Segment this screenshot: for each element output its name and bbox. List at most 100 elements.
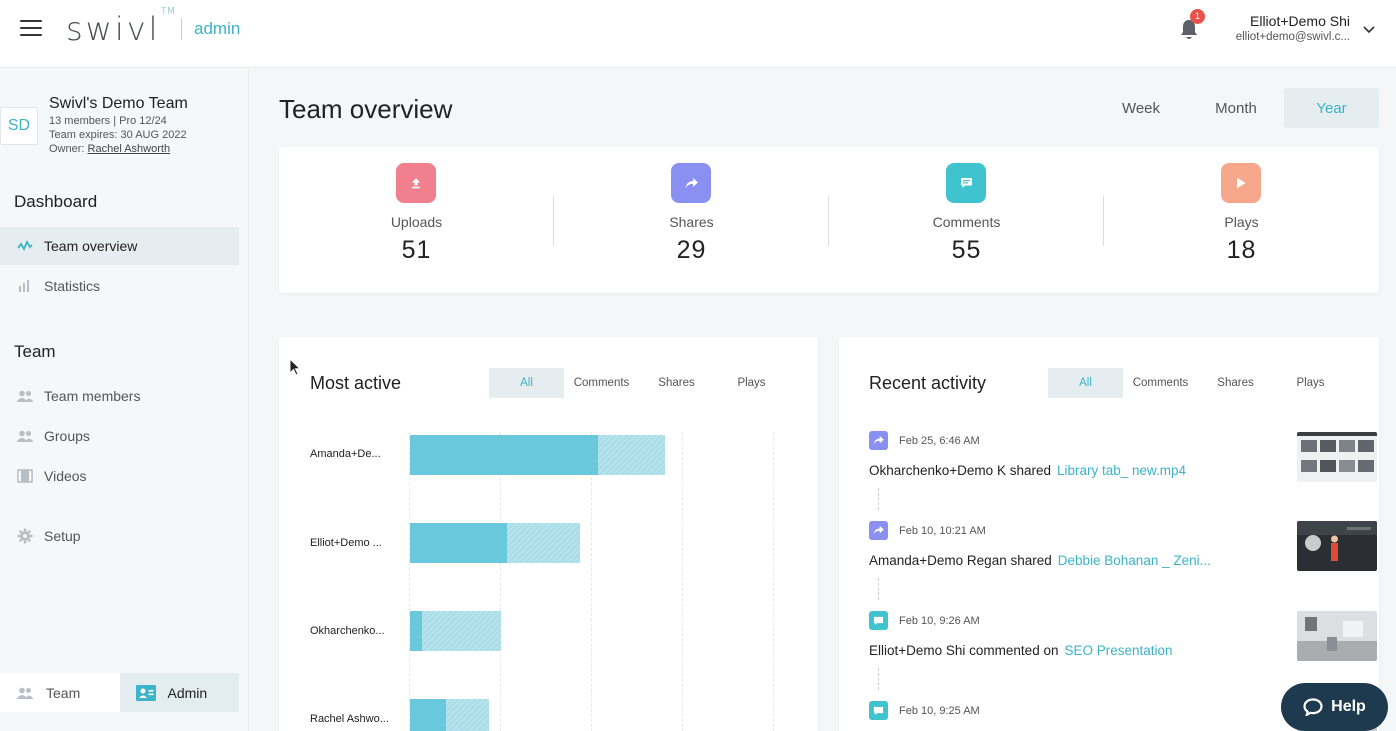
- bar-chart-icon: [16, 278, 34, 294]
- grid-line: [773, 432, 774, 731]
- most-active-panel: Most active All Comments Shares Plays Am…: [279, 337, 818, 731]
- sidebar-item-label: Groups: [44, 428, 90, 444]
- bar-user-name: Rachel Ashwo...: [310, 713, 389, 725]
- filter-shares-tab[interactable]: Shares: [658, 377, 695, 389]
- activity-text: Amanda+Demo Regan shared Debbie Bohanan _…: [869, 553, 1211, 568]
- admin-role-label: Admin: [167, 684, 208, 701]
- admin-label: admin: [194, 19, 241, 38]
- gear-icon: [16, 528, 34, 544]
- video-thumbnail[interactable]: [1297, 611, 1377, 661]
- bar-secondary[interactable]: [422, 611, 501, 651]
- upload-icon: [396, 163, 436, 203]
- activity-time: Feb 10, 10:21 AM: [899, 525, 986, 537]
- top-header: swivlTM admin 1 Elliot+Demo Shi elliot+d…: [0, 0, 1396, 68]
- owner-link[interactable]: Rachel Ashworth: [87, 143, 171, 155]
- sidebar-item-videos[interactable]: Videos: [0, 457, 239, 495]
- share-icon: [869, 431, 888, 450]
- chevron-down-icon[interactable]: [1362, 24, 1376, 36]
- activity-time: Feb 10, 9:26 AM: [899, 615, 980, 627]
- filter-plays-tab[interactable]: Plays: [737, 377, 766, 389]
- role-switcher: Team Admin: [0, 673, 239, 712]
- sidebar-item-team-overview[interactable]: Team overview: [0, 227, 239, 265]
- sidebar-item-label: Setup: [44, 528, 81, 544]
- sidebar-item-label: Team overview: [44, 238, 138, 254]
- activity-time: Feb 25, 6:46 AM: [899, 435, 980, 447]
- sidebar-item-setup[interactable]: Setup: [0, 517, 239, 555]
- team-heading: Team: [14, 342, 56, 361]
- stat-divider: [1103, 196, 1104, 246]
- filter-shares-tab[interactable]: Shares: [1217, 377, 1254, 389]
- share-icon: [869, 521, 888, 540]
- activity-video-link[interactable]: Debbie Bohanan _ Zeni...: [1057, 553, 1211, 568]
- sidebar-item-team-members[interactable]: Team members: [0, 377, 239, 415]
- grid-line: [591, 432, 592, 731]
- team-name: Swivl's Demo Team: [49, 95, 188, 112]
- bar-secondary[interactable]: [446, 699, 489, 731]
- sidebar-item-statistics[interactable]: Statistics: [0, 267, 239, 305]
- notification-badge: 1: [1190, 9, 1205, 24]
- admin-role-tab[interactable]: Admin: [119, 673, 239, 712]
- recent-activity-filter-tabs: All Comments Shares Plays: [1048, 368, 1348, 398]
- bar-primary[interactable]: [410, 523, 507, 563]
- video-thumbnail[interactable]: [1297, 432, 1377, 482]
- stat-comments: Comments 55: [829, 147, 1104, 293]
- help-label: Help: [1331, 698, 1366, 715]
- stat-uploads: Uploads 51: [279, 147, 554, 293]
- filter-comments-tab[interactable]: Comments: [1132, 377, 1189, 389]
- stat-label: Plays: [1224, 214, 1259, 230]
- activity-icon: [16, 238, 34, 254]
- bar-primary[interactable]: [410, 611, 422, 651]
- activity-video-link[interactable]: SEO Presentation: [1064, 643, 1173, 658]
- timeline-connector: [878, 578, 879, 600]
- bar-user-name: Elliot+Demo ...: [310, 537, 382, 549]
- bar-secondary[interactable]: [507, 523, 580, 563]
- filter-all-tab[interactable]: All: [1048, 368, 1123, 398]
- team-members-plan: 13 members | Pro 12/24: [49, 115, 167, 127]
- user-email: elliot+demo@swivl.c...: [1235, 31, 1350, 43]
- grid-line: [409, 432, 410, 731]
- stat-value: 51: [401, 236, 432, 264]
- stat-shares: Shares 29: [554, 147, 829, 293]
- swivl-logo[interactable]: swivlTM: [66, 6, 176, 48]
- share-icon: [671, 163, 711, 203]
- timeline-connector: [878, 668, 879, 690]
- bell-icon[interactable]: [1178, 18, 1200, 42]
- period-week-button[interactable]: Week: [1121, 99, 1161, 117]
- dashboard-heading: Dashboard: [14, 192, 98, 211]
- activity-video-link[interactable]: Library tab_ new.mp4: [1056, 463, 1187, 478]
- bar-user-name: Okharchenko...: [310, 625, 385, 637]
- filter-comments-tab[interactable]: Comments: [573, 377, 630, 389]
- most-active-filter-tabs: All Comments Shares Plays: [489, 368, 789, 398]
- sidebar-item-groups[interactable]: Groups: [0, 417, 239, 455]
- period-year-button[interactable]: Year: [1284, 88, 1379, 128]
- filter-all-tab[interactable]: All: [489, 368, 564, 398]
- people-icon: [16, 388, 34, 404]
- bar-primary[interactable]: [410, 435, 598, 475]
- play-icon: [1221, 163, 1261, 203]
- mouse-cursor-icon: [289, 358, 301, 376]
- team-avatar: SD: [0, 107, 38, 145]
- comment-icon: [869, 701, 888, 720]
- grid-line: [500, 432, 501, 731]
- user-name[interactable]: Elliot+Demo Shi: [1250, 13, 1350, 29]
- stat-value: 18: [1226, 236, 1257, 264]
- period-month-button[interactable]: Month: [1215, 99, 1257, 117]
- recent-activity-title: Recent activity: [869, 373, 987, 393]
- stat-label: Shares: [669, 214, 714, 230]
- team-role-tab[interactable]: Team: [0, 673, 120, 712]
- bar-primary[interactable]: [410, 699, 446, 731]
- video-thumbnail[interactable]: [1297, 521, 1377, 571]
- admin-card-icon: [135, 684, 156, 701]
- grid-line: [682, 432, 683, 731]
- comment-icon: [946, 163, 986, 203]
- timeline-connector: [878, 488, 879, 510]
- logo-divider: [181, 18, 182, 40]
- sidebar-item-label: Statistics: [44, 278, 101, 294]
- hamburger-menu-icon[interactable]: [20, 20, 42, 38]
- stat-plays: Plays 18: [1104, 147, 1379, 293]
- bar-secondary[interactable]: [598, 435, 665, 475]
- filter-plays-tab[interactable]: Plays: [1296, 377, 1325, 389]
- most-active-title: Most active: [310, 373, 402, 393]
- help-button[interactable]: Help: [1281, 683, 1388, 731]
- team-expiry: Team expires: 30 AUG 2022: [49, 129, 187, 141]
